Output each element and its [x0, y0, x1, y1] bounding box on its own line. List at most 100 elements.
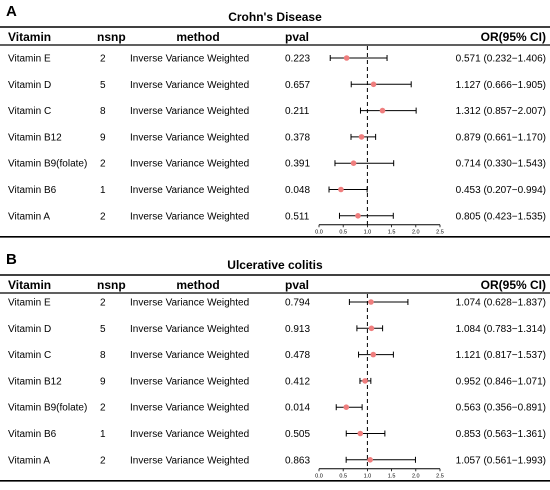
- row-nsnp: 1: [100, 429, 106, 440]
- row-vitamin: Vitamin B9(folate): [8, 403, 87, 414]
- header-method: method: [176, 278, 219, 292]
- row-nsnp: 2: [100, 211, 106, 222]
- or-point: [368, 325, 375, 332]
- row-method: Inverse Variance Weighted: [130, 429, 249, 440]
- header-vitamin: Vitamin: [8, 30, 51, 44]
- row-nsnp: 2: [100, 298, 106, 309]
- panel-title: Ulcerative colitis: [227, 258, 323, 272]
- row-or-ci: 0.571 (0.232−1.406): [456, 54, 546, 65]
- row-method: Inverse Variance Weighted: [130, 185, 249, 196]
- row-or-ci: 0.805 (0.423−1.535): [456, 211, 546, 222]
- or-point: [379, 107, 386, 114]
- x-tick-label: 1.0: [364, 473, 372, 479]
- panel-label: B: [6, 251, 17, 268]
- row-pval: 0.223: [285, 54, 310, 65]
- row-pval: 0.511: [285, 211, 310, 222]
- row-pval: 0.412: [285, 376, 310, 387]
- panel-title: Crohn's Disease: [228, 10, 322, 24]
- row-or-ci: 1.312 (0.857−2.007): [456, 106, 546, 117]
- or-point: [343, 404, 350, 411]
- row-vitamin: Vitamin C: [8, 350, 51, 361]
- or-point: [367, 457, 373, 463]
- row-method: Inverse Variance Weighted: [130, 211, 249, 222]
- row-pval: 0.014: [285, 403, 310, 414]
- or-point: [362, 378, 368, 384]
- or-point: [358, 134, 365, 140]
- x-tick-label: 0.0: [315, 473, 323, 479]
- row-method: Inverse Variance Weighted: [130, 455, 249, 466]
- row-method: Inverse Variance Weighted: [130, 298, 249, 309]
- x-tick-label: 0.5: [339, 229, 347, 235]
- row-nsnp: 8: [100, 350, 106, 361]
- row-or-ci: 0.853 (0.563−1.361): [456, 429, 546, 440]
- or-point: [370, 81, 377, 88]
- row-vitamin: Vitamin E: [8, 54, 51, 65]
- row-nsnp: 8: [100, 106, 106, 117]
- row-pval: 0.391: [285, 159, 310, 170]
- or-point: [368, 299, 374, 305]
- row-nsnp: 2: [100, 54, 106, 65]
- row-vitamin: Vitamin A: [8, 455, 50, 466]
- row-or-ci: 1.084 (0.783−1.314): [456, 324, 546, 335]
- x-tick-label: 0.5: [339, 473, 347, 479]
- row-pval: 0.505: [285, 429, 310, 440]
- row-vitamin: Vitamin B12: [8, 376, 62, 387]
- x-tick-label: 2.0: [412, 473, 420, 479]
- row-method: Inverse Variance Weighted: [130, 376, 249, 387]
- row-nsnp: 5: [100, 80, 106, 91]
- x-tick-label: 2.0: [412, 229, 420, 235]
- row-pval: 0.378: [285, 132, 310, 143]
- row-or-ci: 0.714 (0.330−1.543): [456, 159, 546, 170]
- row-vitamin: Vitamin D: [8, 324, 51, 335]
- header-or: OR(95% CI): [481, 278, 546, 292]
- row-nsnp: 1: [100, 185, 106, 196]
- row-or-ci: 1.121 (0.817−1.537): [456, 350, 546, 361]
- x-tick-label: 1.5: [388, 473, 396, 479]
- header-pval: pval: [285, 278, 309, 292]
- row-method: Inverse Variance Weighted: [130, 350, 249, 361]
- row-pval: 0.048: [285, 185, 310, 196]
- row-or-ci: 1.127 (0.666−1.905): [456, 80, 546, 91]
- row-vitamin: Vitamin B6: [8, 185, 57, 196]
- row-method: Inverse Variance Weighted: [130, 324, 249, 335]
- row-or-ci: 0.879 (0.661−1.170): [456, 132, 546, 143]
- row-or-ci: 0.453 (0.207−0.994): [456, 185, 546, 196]
- or-point: [357, 430, 364, 437]
- row-pval: 0.913: [285, 324, 310, 335]
- header-or: OR(95% CI): [481, 30, 546, 44]
- row-method: Inverse Variance Weighted: [130, 132, 249, 143]
- row-vitamin: Vitamin B9(folate): [8, 159, 87, 170]
- or-point: [343, 55, 350, 61]
- row-pval: 0.657: [285, 80, 310, 91]
- row-nsnp: 9: [100, 132, 106, 143]
- row-or-ci: 0.952 (0.846−1.071): [456, 376, 546, 387]
- or-point: [338, 186, 344, 193]
- row-or-ci: 1.057 (0.561−1.993): [456, 455, 546, 466]
- row-method: Inverse Variance Weighted: [130, 106, 249, 117]
- x-tick-label: 1.5: [388, 229, 396, 235]
- row-or-ci: 1.074 (0.628−1.837): [456, 298, 546, 309]
- row-method: Inverse Variance Weighted: [130, 403, 249, 414]
- header-vitamin: Vitamin: [8, 278, 51, 292]
- or-point: [370, 351, 377, 358]
- row-nsnp: 9: [100, 376, 106, 387]
- row-pval: 0.478: [285, 350, 310, 361]
- x-tick-label: 2.5: [436, 473, 444, 479]
- header-nsnp: nsnp: [97, 278, 126, 292]
- x-tick-label: 2.5: [436, 229, 444, 235]
- row-vitamin: Vitamin D: [8, 80, 51, 91]
- row-nsnp: 5: [100, 324, 106, 335]
- row-nsnp: 2: [100, 455, 106, 466]
- row-method: Inverse Variance Weighted: [130, 54, 249, 65]
- header-method: method: [176, 30, 219, 44]
- x-tick-label: 0.0: [315, 229, 323, 235]
- or-point: [355, 213, 361, 219]
- header-nsnp: nsnp: [97, 30, 126, 44]
- row-vitamin: Vitamin A: [8, 211, 50, 222]
- row-method: Inverse Variance Weighted: [130, 80, 249, 91]
- row-pval: 0.794: [285, 298, 310, 309]
- row-vitamin: Vitamin B12: [8, 132, 62, 143]
- row-nsnp: 2: [100, 159, 106, 170]
- row-pval: 0.863: [285, 455, 310, 466]
